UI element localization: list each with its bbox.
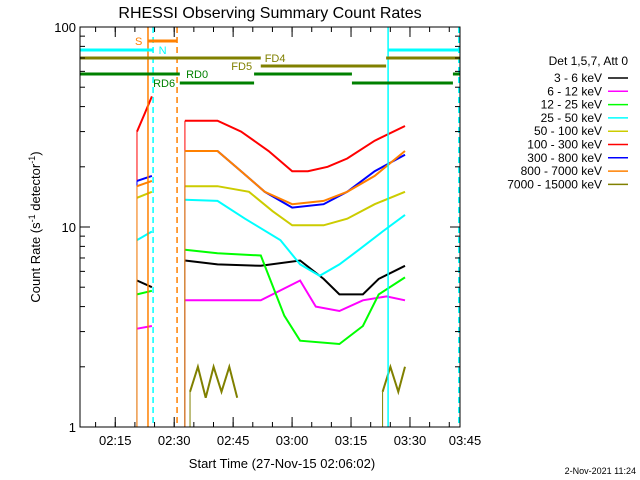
timestamp: 2-Nov-2021 11:24: [565, 466, 636, 476]
axes: 02:15 02:30 02:45 03:00 03:15 03:30 03:45 1 10 10…: [54, 20, 481, 448]
x-tick-label: 03:30: [394, 433, 427, 448]
series-line-0-segment-0: [136, 279, 153, 289]
series-line-4-segment-1: [184, 185, 406, 227]
legend-label: 300 - 800 keV: [527, 151, 602, 165]
series-line-1-segment-1: [184, 279, 406, 313]
x-axis-label: Start Time (27-Nov-15 02:06:02): [189, 456, 375, 471]
series-line-2-segment-0: [136, 289, 153, 296]
series-line-5-segment-1: [184, 119, 406, 173]
series-line-6-segment-0: [136, 174, 153, 182]
x-tick-label: 02:15: [99, 433, 132, 448]
flag-label-n: N: [159, 45, 167, 57]
legend-label: 12 - 25 keV: [541, 98, 602, 112]
series-line-8-segment-1: [381, 363, 406, 396]
series-line-3-segment-1: [184, 198, 406, 277]
flag-label-fd4: FD4: [265, 53, 286, 65]
x-tick-label: 03:00: [276, 433, 309, 448]
legend-label: 3 - 6 keV: [554, 71, 602, 85]
legend-label: 7000 - 15000 keV: [507, 177, 602, 191]
legend-label: 25 - 50 keV: [541, 111, 602, 125]
series-line-3-segment-0: [136, 230, 153, 241]
legend-label: 800 - 7000 keV: [521, 164, 602, 178]
flag-label-s: S: [135, 36, 142, 48]
x-tick-label: 02:45: [217, 433, 250, 448]
series-line-8-segment-0: [189, 363, 239, 399]
y-axis-label: Count Rate (s-1 detector-1): [27, 151, 43, 302]
y-tick-label: 100: [54, 20, 76, 35]
series-line-0-segment-1: [184, 259, 406, 296]
series-line-1-segment-0: [136, 325, 153, 330]
chart-title: RHESSI Observing Summary Count Rates: [118, 5, 421, 22]
x-tick-label: 03:45: [449, 433, 482, 448]
series-line-7-segment-1: [184, 150, 406, 206]
flag-label-rd0: RD0: [186, 69, 208, 81]
series-line-2-segment-1: [184, 248, 406, 346]
legend-label: 50 - 100 keV: [534, 124, 602, 138]
series-layer: [136, 96, 406, 427]
series-line-7-segment-0: [136, 179, 153, 188]
y-tick-label: 10: [62, 220, 76, 235]
legend-label: 6 - 12 keV: [547, 84, 602, 98]
legend-title: Det 1,5,7, Att 0: [549, 54, 629, 68]
x-tick-label: 02:30: [158, 433, 191, 448]
flag-label-fd5: FD5: [231, 61, 252, 73]
flag-label-rd6: RD6: [153, 78, 175, 90]
legend-label: 100 - 300 keV: [527, 138, 602, 152]
y-tick-label: 1: [69, 420, 76, 435]
x-tick-label: 03:15: [335, 433, 368, 448]
series-line-5-segment-0: [136, 96, 153, 132]
series-line-4-segment-0: [136, 190, 153, 199]
